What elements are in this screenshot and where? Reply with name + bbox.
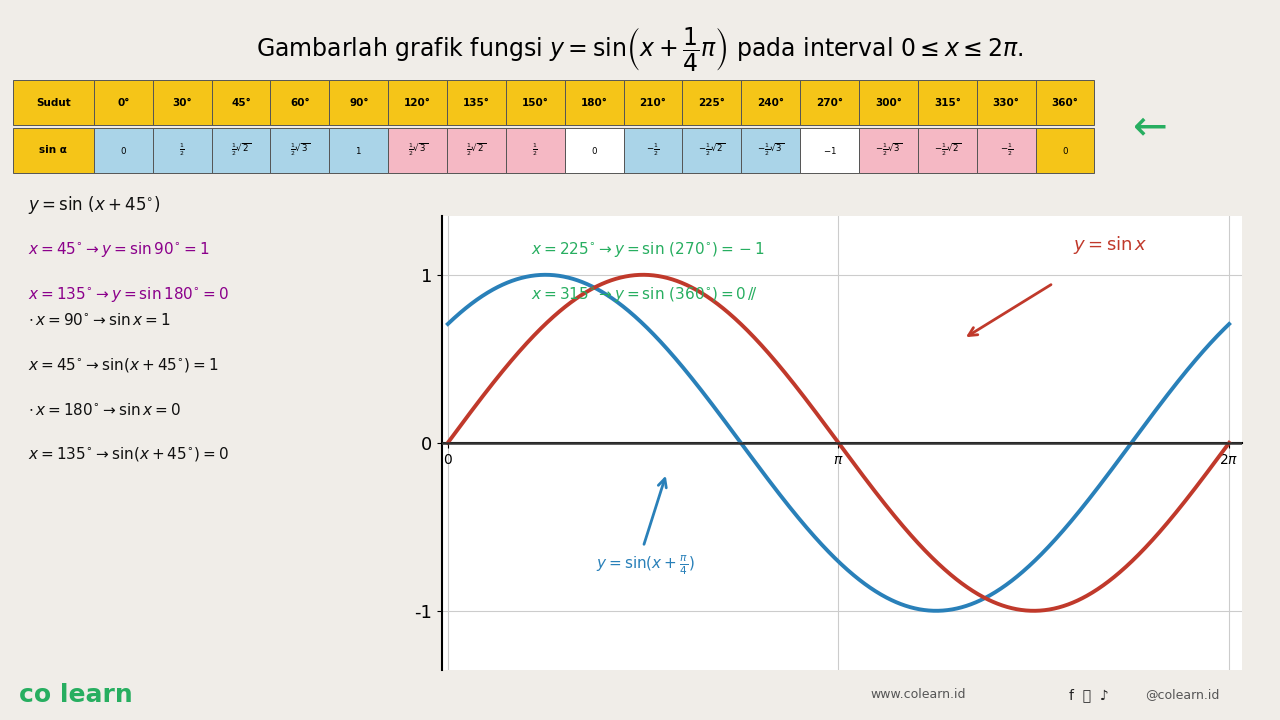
Bar xyxy=(270,127,329,173)
Bar xyxy=(506,127,564,173)
Bar xyxy=(977,127,1036,173)
Bar xyxy=(211,80,270,125)
Text: 90°: 90° xyxy=(349,97,369,107)
Bar xyxy=(741,80,800,125)
Text: @colearn.id: @colearn.id xyxy=(1146,688,1220,701)
Bar xyxy=(506,80,564,125)
Text: $x = 45^{\circ} \rightarrow y = \sin 90^{\circ} = 1$: $x = 45^{\circ} \rightarrow y = \sin 90^… xyxy=(28,240,210,259)
Text: 0°: 0° xyxy=(118,97,129,107)
Text: $-\frac{1}{2}\sqrt{2}$: $-\frac{1}{2}\sqrt{2}$ xyxy=(933,142,961,158)
Text: 240°: 240° xyxy=(758,97,785,107)
Text: $-\frac{1}{2}$: $-\frac{1}{2}$ xyxy=(646,142,659,158)
Text: 270°: 270° xyxy=(817,97,844,107)
Text: 45°: 45° xyxy=(232,97,251,107)
Bar xyxy=(388,127,447,173)
Bar xyxy=(270,80,329,125)
Bar xyxy=(152,80,211,125)
Bar xyxy=(623,127,682,173)
Text: $y = \sin\,(x + 45^{\circ})$: $y = \sin\,(x + 45^{\circ})$ xyxy=(28,194,161,216)
Bar xyxy=(741,127,800,173)
Bar xyxy=(447,80,506,125)
Text: $0$: $0$ xyxy=(120,145,127,156)
Text: $x = 135^{\circ} \rightarrow \sin(x+45^{\circ}) = 0$: $x = 135^{\circ} \rightarrow \sin(x+45^{… xyxy=(28,445,229,464)
Text: 300°: 300° xyxy=(876,97,902,107)
Text: $0$: $0$ xyxy=(1061,145,1069,156)
Bar xyxy=(152,127,211,173)
Bar xyxy=(93,80,152,125)
Text: $0$: $0$ xyxy=(590,145,598,156)
Text: Sudut: Sudut xyxy=(36,97,70,107)
Text: 360°: 360° xyxy=(1052,97,1079,107)
Bar xyxy=(93,127,152,173)
Bar xyxy=(388,80,447,125)
Text: $\frac{1}{2}$: $\frac{1}{2}$ xyxy=(532,142,538,158)
Text: 120°: 120° xyxy=(404,97,431,107)
Text: $-\frac{1}{2}\sqrt{2}$: $-\frac{1}{2}\sqrt{2}$ xyxy=(698,142,726,158)
Bar xyxy=(1036,80,1094,125)
Text: $\frac{1}{2}\sqrt{3}$: $\frac{1}{2}\sqrt{3}$ xyxy=(407,142,428,158)
Bar xyxy=(859,127,918,173)
Text: $\frac{1}{2}$: $\frac{1}{2}$ xyxy=(179,142,186,158)
Text: $x = 45^{\circ} \rightarrow \sin(x+45^{\circ}) = 1$: $x = 45^{\circ} \rightarrow \sin(x+45^{\… xyxy=(28,356,219,374)
Bar xyxy=(977,80,1036,125)
Text: 210°: 210° xyxy=(640,97,667,107)
Text: $y = \sin(x + \frac{\pi}{4})$: $y = \sin(x + \frac{\pi}{4})$ xyxy=(596,554,695,577)
Bar xyxy=(211,127,270,173)
Bar xyxy=(13,127,93,173)
Text: $x = 135^{\circ} \rightarrow y = \sin 180^{\circ} = 0$: $x = 135^{\circ} \rightarrow y = \sin 18… xyxy=(28,285,229,304)
Text: $\frac{1}{2}\sqrt{2}$: $\frac{1}{2}\sqrt{2}$ xyxy=(230,142,251,158)
Bar xyxy=(859,80,918,125)
Text: $-1$: $-1$ xyxy=(823,145,837,156)
Bar xyxy=(564,127,623,173)
Text: $\cdot\, x = 90^{\circ} \rightarrow \sin x = 1$: $\cdot\, x = 90^{\circ} \rightarrow \sin… xyxy=(28,312,172,328)
Text: $1$: $1$ xyxy=(356,145,362,156)
Text: www.colearn.id: www.colearn.id xyxy=(870,688,966,701)
Text: $\frac{1}{2}\sqrt{2}$: $\frac{1}{2}\sqrt{2}$ xyxy=(466,142,486,158)
Text: 30°: 30° xyxy=(173,97,192,107)
Bar xyxy=(329,80,388,125)
Text: 180°: 180° xyxy=(581,97,608,107)
Text: sin α: sin α xyxy=(40,145,68,155)
Text: 60°: 60° xyxy=(291,97,310,107)
Bar xyxy=(447,127,506,173)
Text: $y = \sin x$: $y = \sin x$ xyxy=(1073,233,1148,256)
Bar xyxy=(329,127,388,173)
Bar xyxy=(800,80,859,125)
Bar xyxy=(564,80,623,125)
Text: $\cdot\, x = 180^{\circ} \rightarrow \sin x = 0$: $\cdot\, x = 180^{\circ} \rightarrow \si… xyxy=(28,402,180,418)
Bar xyxy=(1036,127,1094,173)
Text: 225°: 225° xyxy=(699,97,726,107)
Bar xyxy=(623,80,682,125)
Text: $-\frac{1}{2}$: $-\frac{1}{2}$ xyxy=(1000,142,1012,158)
Bar xyxy=(682,127,741,173)
Text: f  Ⓞ  ♪: f Ⓞ ♪ xyxy=(1069,688,1108,702)
Text: Gambarlah grafik fungsi $y = \sin\!\left(x+\dfrac{1}{4}\pi\right)$ pada interval: Gambarlah grafik fungsi $y = \sin\!\left… xyxy=(256,25,1024,73)
Text: 315°: 315° xyxy=(934,97,961,107)
Bar xyxy=(918,80,977,125)
Text: 330°: 330° xyxy=(993,97,1020,107)
Text: $x = 225^{\circ} \rightarrow y = \sin\,(270^{\circ}) = -1$: $x = 225^{\circ} \rightarrow y = \sin\,(… xyxy=(531,240,765,259)
Bar xyxy=(918,127,977,173)
Text: $-\frac{1}{2}\sqrt{3}$: $-\frac{1}{2}\sqrt{3}$ xyxy=(874,142,902,158)
Text: $\frac{1}{2}\sqrt{3}$: $\frac{1}{2}\sqrt{3}$ xyxy=(289,142,310,158)
Text: 150°: 150° xyxy=(522,97,549,107)
Text: $-\frac{1}{2}\sqrt{3}$: $-\frac{1}{2}\sqrt{3}$ xyxy=(756,142,785,158)
Text: co learn: co learn xyxy=(19,683,133,707)
Bar xyxy=(682,80,741,125)
Text: $x = 315^{\circ} \rightarrow y = \sin\,(360^{\circ}) = 0\,/\!/$: $x = 315^{\circ} \rightarrow y = \sin\,(… xyxy=(531,285,758,304)
Text: $\leftarrow$: $\leftarrow$ xyxy=(1124,105,1167,147)
Text: 135°: 135° xyxy=(463,97,490,107)
Bar xyxy=(800,127,859,173)
Bar xyxy=(13,80,93,125)
